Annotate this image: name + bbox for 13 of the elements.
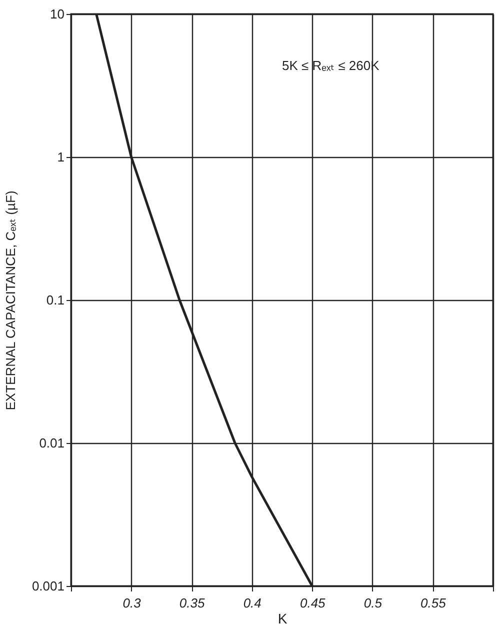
x-tick-label: 0.55 [420, 596, 447, 610]
y-tick-label: 0.01 [39, 436, 64, 450]
y-axis-title: EXTERNAL CAPACITANCE, Cₑₓₜ (µF) [2, 190, 18, 410]
x-tick-label: 0.45 [300, 596, 326, 610]
x-axis-title: K [278, 610, 288, 626]
x-tick-label: 0.3 [122, 596, 142, 610]
y-tick-label: 1 [57, 150, 64, 164]
y-tick-label: 10 [50, 6, 64, 22]
y-tick-label: 0.1 [46, 292, 64, 308]
y-tick-label: 0.001 [32, 578, 64, 594]
x-tick-label: 0.35 [179, 596, 206, 610]
x-tick-label: 0.4 [243, 596, 262, 610]
x-tick-label: 0.5 [364, 596, 383, 610]
